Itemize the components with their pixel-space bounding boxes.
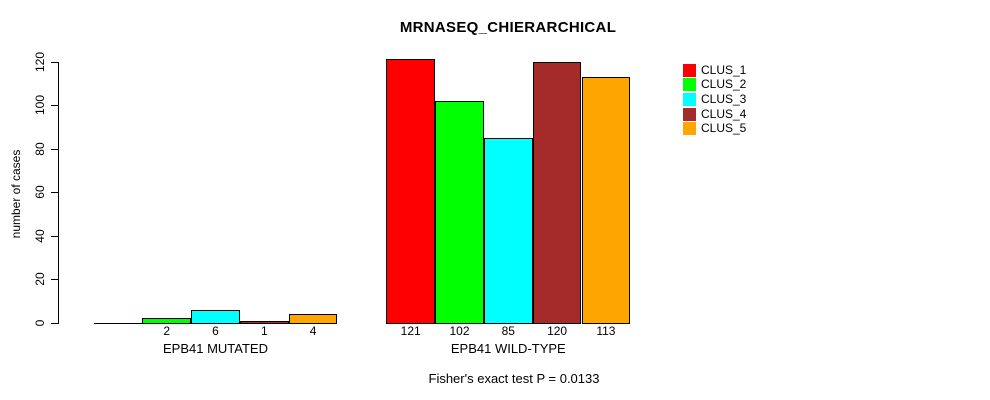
- y-tick-mark: [51, 61, 59, 63]
- y-tick-label: 100: [33, 95, 47, 116]
- legend-swatch-clus_4: [683, 107, 696, 121]
- legend-label-clus_4: CLUS_4: [701, 106, 747, 121]
- y-tick-label: 40: [33, 229, 47, 243]
- legend-label-clus_2: CLUS_2: [701, 77, 747, 92]
- y-tick-label: 20: [33, 272, 47, 286]
- bar-clus_5-epb41-mutated: [288, 314, 338, 324]
- bar-value-label-clus_3-epb41-wild-type: 85: [501, 324, 515, 338]
- legend-label-clus_5: CLUS_5: [701, 121, 747, 136]
- group-label-epb41-wild-type: EPB41 WILD-TYPE: [450, 341, 566, 356]
- legend-swatch-clus_2: [683, 78, 696, 92]
- legend-entry-clus_3: CLUS_3: [683, 92, 746, 107]
- bar-clus_3-epb41-wild-type: [483, 137, 533, 324]
- y-axis-line: [58, 61, 60, 324]
- bar-value-label-clus_2-epb41-mutated: 2: [163, 324, 171, 338]
- legend: CLUS_1 CLUS_2 CLUS_3 CLUS_4 CLUS_5: [683, 63, 746, 136]
- fisher-test-annotation: Fisher's exact test P = 0.0133: [428, 371, 600, 386]
- bar-value-label-clus_5-epb41-wild-type: 113: [596, 324, 616, 338]
- y-tick-mark: [51, 105, 59, 107]
- y-tick-mark: [51, 192, 59, 194]
- legend-swatch-clus_3: [683, 92, 696, 106]
- y-tick-mark: [51, 322, 59, 324]
- legend-entry-clus_4: CLUS_4: [683, 107, 746, 122]
- legend-entry-clus_1: CLUS_1: [683, 63, 746, 78]
- bar-clus_2-epb41-mutated: [142, 318, 192, 324]
- legend-swatch-clus_5: [683, 122, 696, 136]
- legend-entry-clus_2: CLUS_2: [683, 78, 746, 93]
- y-tick-mark: [51, 279, 59, 281]
- bar-value-label-clus_2-epb41-wild-type: 102: [449, 324, 470, 338]
- bar-value-label-clus_1-epb41-wild-type: 121: [400, 324, 421, 338]
- y-tick-mark: [51, 235, 59, 237]
- y-tick-label: 80: [33, 141, 47, 156]
- bar-clus_3-epb41-mutated: [191, 309, 240, 324]
- chart-title: MRNASEQ_CHIERARCHICAL: [399, 19, 617, 36]
- bar-clus_4-epb41-wild-type: [532, 61, 582, 324]
- legend-label-clus_1: CLUS_1: [701, 62, 747, 77]
- bar-clus_2-epb41-wild-type: [435, 100, 484, 324]
- bar-clus_5-epb41-wild-type: [581, 76, 631, 324]
- y-tick-mark: [51, 148, 59, 150]
- bar-clus_1-epb41-wild-type: [386, 59, 436, 324]
- y-tick-label: 60: [33, 185, 47, 199]
- y-tick-label: 0: [33, 319, 47, 327]
- bar-clus_1-epb41-mutated: [93, 322, 143, 324]
- y-axis-title: number of cases: [9, 149, 23, 239]
- bar-value-label-clus_5-epb41-mutated: 4: [309, 324, 317, 338]
- bar-value-label-clus_4-epb41-wild-type: 120: [547, 324, 568, 338]
- group-label-epb41-mutated: EPB41 MUTATED: [163, 341, 268, 356]
- y-tick-label: 120: [33, 51, 47, 72]
- bar-value-label-clus_4-epb41-mutated: 1: [260, 324, 268, 338]
- legend-entry-clus_5: CLUS_5: [683, 121, 746, 136]
- bar-clus_4-epb41-mutated: [239, 320, 289, 324]
- legend-swatch-clus_1: [683, 63, 696, 77]
- legend-label-clus_3: CLUS_3: [701, 91, 747, 106]
- bar-value-label-clus_3-epb41-mutated: 6: [212, 324, 219, 338]
